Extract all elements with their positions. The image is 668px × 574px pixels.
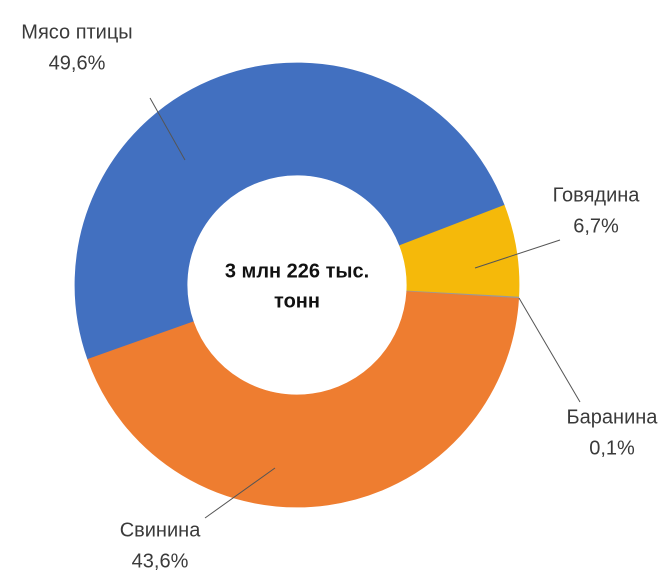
donut-segment [74, 62, 505, 360]
category-label: Мясо птицы [21, 21, 132, 43]
leader-line [474, 239, 561, 269]
center-label: 3 млн 226 тыс. [225, 260, 369, 282]
category-label: Свинина [120, 519, 202, 541]
value-label: 0,1% [589, 437, 635, 459]
donut [74, 62, 520, 508]
value-label: 6,7% [573, 215, 619, 237]
leader-line [149, 97, 186, 161]
category-label: Говядина [553, 184, 641, 206]
value-label: 49,6% [49, 52, 106, 74]
donut-segment [87, 291, 520, 508]
center-label: тонн [274, 290, 320, 312]
leader-line [204, 467, 276, 519]
leader-line [518, 297, 581, 403]
category-label: Баранина [567, 406, 659, 428]
value-label: 43,6% [132, 550, 189, 572]
